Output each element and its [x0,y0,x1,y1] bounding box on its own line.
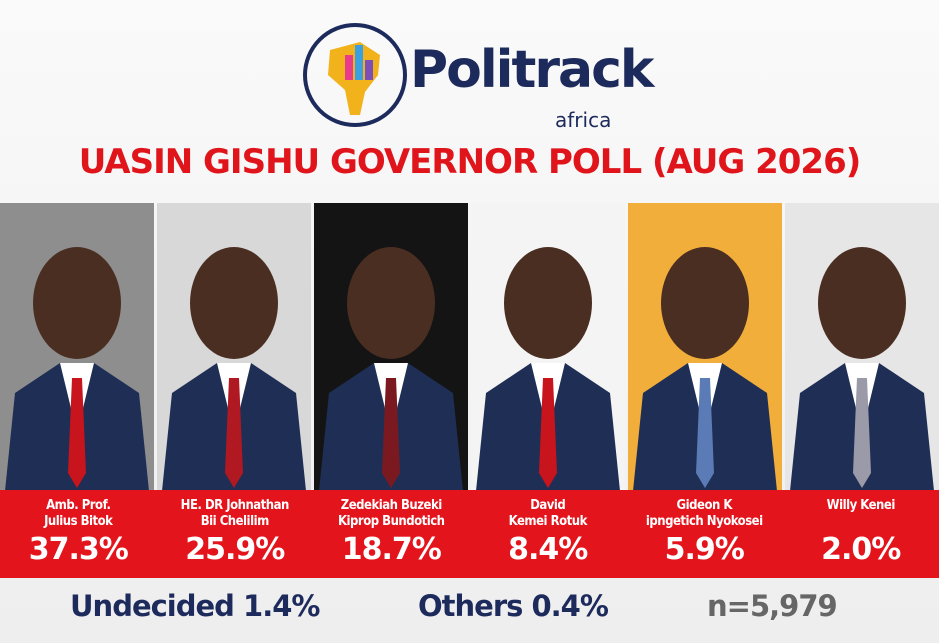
vote-share: 8.4% [508,532,588,567]
candidate-name: Amb. Prof. Julius Bitok [0,490,157,532]
head [33,247,121,359]
footer: Undecided 1.4% Others 0.4% n=5,979 [0,583,939,638]
candidate-result: Amb. Prof. Julius Bitok 37.3% [0,490,157,578]
brand: Politrack [410,40,654,100]
logo [303,23,407,127]
head [190,247,278,359]
candidate-photo [314,203,468,491]
vote-share: 25.9% [185,532,285,567]
vote-share: 2.0% [821,532,901,567]
name-line: Kemei Rotuk [508,514,588,529]
tie [696,378,714,488]
vote-share: 37.3% [28,532,129,567]
results-band: Amb. Prof. Julius Bitok 37.3% HE. DR Johnat… [0,490,939,578]
candidate-name: Willy Kenei [783,490,939,532]
candidate-photo [785,203,939,491]
tie [539,378,557,488]
head [347,247,435,359]
brand-sub: africa [555,108,612,132]
candidate-photo [628,203,782,491]
candidate-result: David Kemei Rotuk 8.4% [470,490,627,578]
name-line: Amb. Prof. [46,498,111,513]
candidate-photo [0,203,154,491]
name-line: Willy Kenei [826,498,896,513]
tie [382,378,400,488]
candidate-photo [471,203,625,491]
name-line: Bii Chelilim [200,514,270,529]
photo-row [0,203,939,491]
name-line: HE. DR Johnathan [180,498,290,513]
tie [68,378,86,488]
tie [225,378,243,488]
candidate-result: Zedekiah Buzeki Kiprop Bundotich 18.7% [313,490,470,578]
head [661,247,749,359]
sample-size: n=5,979 [707,589,838,623]
name-line: Gideon K [676,498,733,513]
candidate-name: Zedekiah Buzeki Kiprop Bundotich [313,490,470,532]
candidate-result: HE. DR Johnathan Bii Chelilim 25.9% [157,490,314,578]
name-line: ipngetich Nyokosei [645,514,763,529]
head [818,247,906,359]
tie [853,378,871,488]
others: Others 0.4% [418,589,609,623]
name-line: Julius Bitok [44,514,113,529]
undecided: Undecided 1.4% [70,589,320,623]
name-line: Zedekiah Buzeki [340,498,443,513]
head [504,247,592,359]
title: UASIN GISHU GOVERNOR POLL (AUG 2026) [78,142,862,182]
candidate-result: Willy Kenei 2.0% [783,490,939,578]
candidate-name: HE. DR Johnathan Bii Chelilim [157,490,314,532]
name-line: David [530,498,566,513]
candidate-name: David Kemei Rotuk [470,490,627,532]
vote-share: 5.9% [664,532,745,567]
name-line: Kiprop Bundotich [337,514,445,529]
vote-share: 18.7% [341,532,442,567]
candidate-photo [157,203,311,491]
